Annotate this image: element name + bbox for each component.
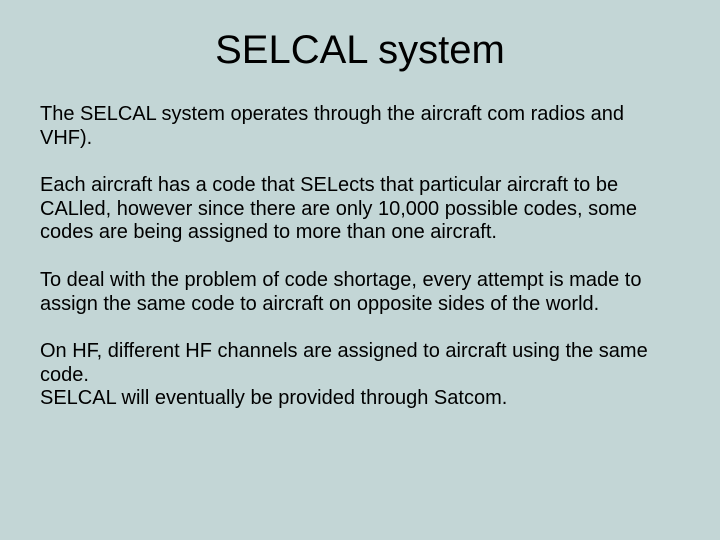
paragraph-2: Each aircraft has a code that SELects th… (40, 174, 680, 245)
paragraph-1: The SELCAL system operates through the a… (40, 103, 680, 150)
paragraph-3: To deal with the problem of code shortag… (40, 269, 680, 316)
slide-title: SELCAL system (40, 28, 680, 73)
paragraph-4: On HF, different HF channels are assigne… (40, 340, 680, 411)
